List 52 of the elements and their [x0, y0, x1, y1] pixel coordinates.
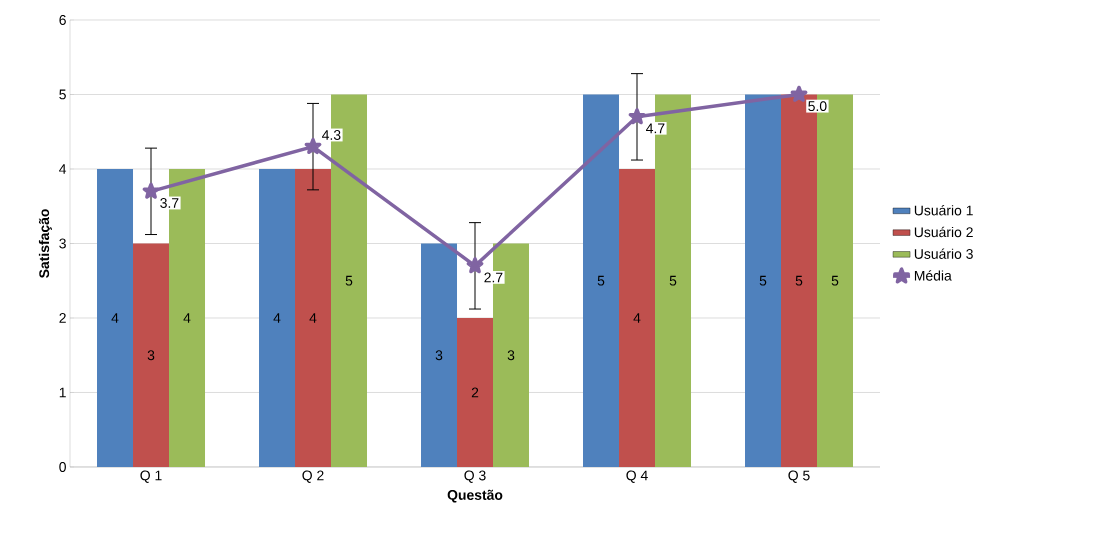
data-label: 2.7	[484, 272, 503, 283]
y-axis-title: Satisfação	[38, 209, 52, 278]
data-label: 4.3	[322, 130, 341, 140]
bar	[421, 243, 458, 467]
bar	[619, 168, 656, 467]
data-label: 5	[831, 275, 839, 286]
data-label: 3	[147, 350, 155, 361]
y-tick-label: 6	[59, 15, 66, 25]
data-label: 5	[759, 275, 767, 286]
data-label: 4	[633, 313, 641, 323]
x-tick-label: Q 4	[626, 470, 648, 483]
bar	[583, 94, 620, 467]
point	[304, 137, 322, 155]
x-tick-label: Q 1	[140, 470, 162, 483]
data-label: 5	[345, 275, 353, 286]
x-tick-label: Q 5	[788, 470, 810, 483]
point	[628, 108, 646, 125]
legend-label: Usuário 3	[914, 248, 973, 259]
x-tick-label: Q 3	[464, 470, 486, 483]
data-label: 5	[795, 275, 803, 286]
point	[466, 257, 484, 274]
bar	[259, 168, 296, 467]
bar	[295, 168, 332, 467]
y-tick-label: 3	[59, 238, 66, 249]
y-tick-label: 2	[59, 313, 66, 323]
data-label: 2	[471, 387, 479, 398]
data-label: 4	[309, 313, 317, 323]
legend-label: Usuário 2	[914, 226, 973, 238]
data-label: 4.7	[646, 123, 665, 134]
legend-label: Usuário 1	[914, 204, 973, 216]
y-tick-label: 4	[59, 164, 67, 174]
bar	[745, 94, 782, 467]
data-label: 5	[597, 275, 605, 286]
y-tick-label: 1	[59, 387, 66, 398]
x-axis-title: Questão	[447, 489, 503, 503]
bar	[133, 243, 170, 467]
bar	[457, 317, 494, 467]
data-label: 4	[273, 313, 281, 323]
x-tick-label: Q 2	[302, 470, 324, 483]
data-label: 5.0	[808, 101, 827, 112]
point	[142, 182, 160, 199]
data-label: 3	[507, 350, 515, 361]
legend-label: Média	[914, 270, 952, 281]
data-label: 3	[435, 350, 443, 361]
y-tick-label: 5	[59, 89, 66, 100]
data-label: 3.7	[160, 198, 179, 208]
data-label: 4	[183, 313, 191, 323]
data-label: 4	[111, 313, 119, 323]
y-tick-label: 0	[59, 462, 66, 472]
point	[790, 85, 808, 102]
data-label: 5	[669, 275, 677, 286]
bar	[97, 168, 134, 467]
